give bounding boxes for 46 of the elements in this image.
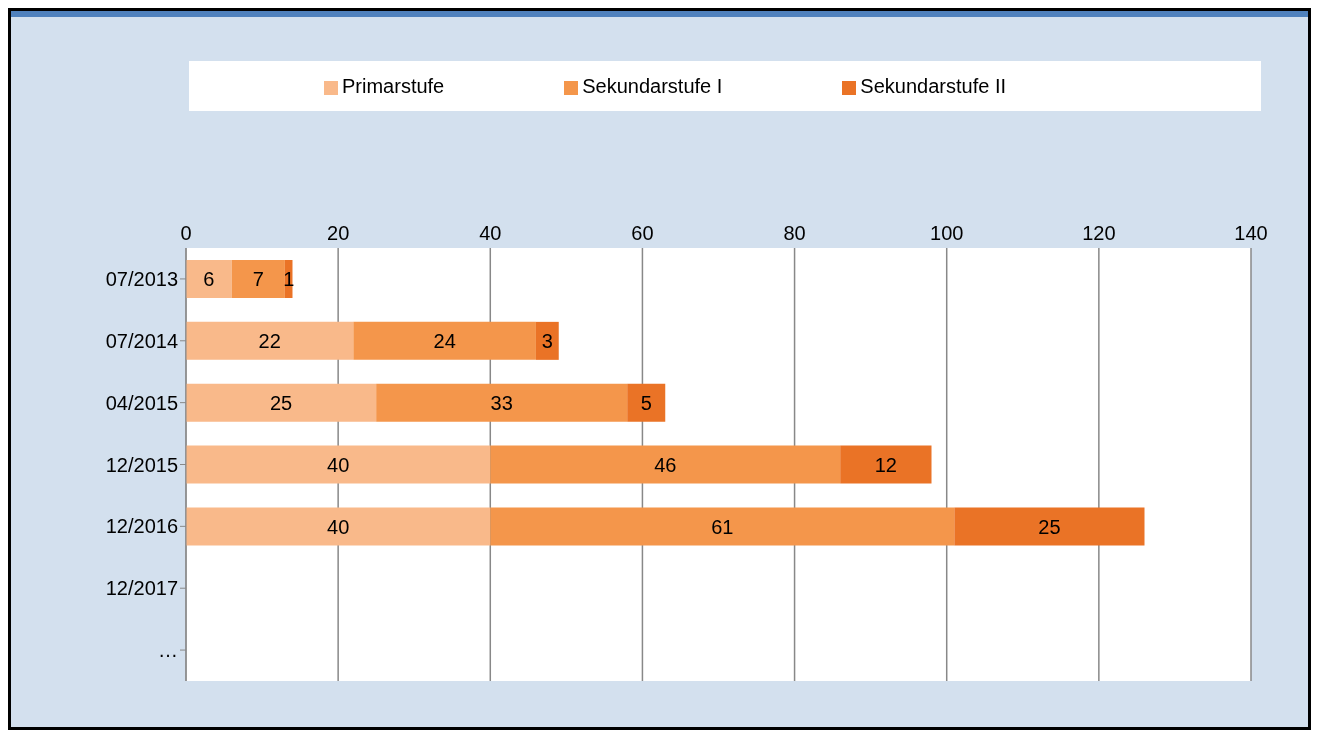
bar bbox=[535, 321, 559, 360]
y-tick-label: 04/2015 bbox=[105, 391, 178, 414]
bar bbox=[954, 507, 1145, 546]
legend-label: Primarstufe bbox=[342, 74, 445, 97]
bar bbox=[186, 507, 491, 546]
data-label: 5 bbox=[640, 391, 652, 414]
bar bbox=[231, 260, 285, 298]
x-tick-label: 80 bbox=[783, 222, 806, 244]
data-label: 6 bbox=[203, 268, 215, 291]
legend-label: Sekundarstufe II bbox=[860, 74, 1006, 97]
x-tick-label: 100 bbox=[930, 222, 964, 244]
x-tick-label: 140 bbox=[1234, 222, 1268, 244]
x-tick-label: 0 bbox=[180, 222, 192, 244]
data-label: 25 bbox=[269, 391, 293, 414]
data-label: 3 bbox=[541, 329, 553, 352]
x-tick-label: 40 bbox=[479, 222, 502, 244]
y-tick-label: 12/2015 bbox=[105, 453, 178, 476]
bar bbox=[353, 321, 536, 360]
data-label: 7 bbox=[252, 268, 264, 291]
bar bbox=[840, 445, 932, 484]
legend-label: Sekundarstufe I bbox=[582, 74, 723, 97]
data-label: 24 bbox=[433, 329, 456, 352]
bar bbox=[490, 445, 841, 484]
data-label: 61 bbox=[711, 515, 734, 538]
bar bbox=[186, 445, 491, 484]
data-label: 25 bbox=[1038, 515, 1061, 538]
bar bbox=[627, 383, 666, 422]
x-tick-label: 120 bbox=[1082, 222, 1116, 244]
bar bbox=[186, 321, 354, 360]
data-label: 22 bbox=[258, 329, 281, 352]
data-label: 33 bbox=[490, 391, 513, 414]
y-tick-label: 07/2014 bbox=[105, 329, 178, 352]
data-label: 40 bbox=[327, 515, 350, 538]
data-label: 46 bbox=[654, 453, 677, 476]
y-tick-label: 12/2017 bbox=[105, 577, 178, 600]
x-tick-label: 60 bbox=[631, 222, 654, 244]
y-tick-label: 07/2013 bbox=[105, 268, 178, 291]
bar bbox=[186, 260, 232, 298]
bar bbox=[490, 507, 955, 546]
bar bbox=[186, 383, 377, 422]
data-label: 40 bbox=[327, 453, 350, 476]
data-label: 12 bbox=[874, 453, 897, 476]
y-tick-label: 12/2016 bbox=[105, 515, 178, 538]
bar bbox=[376, 383, 628, 422]
x-tick-label: 20 bbox=[327, 222, 350, 244]
y-tick-label: … bbox=[158, 639, 178, 662]
